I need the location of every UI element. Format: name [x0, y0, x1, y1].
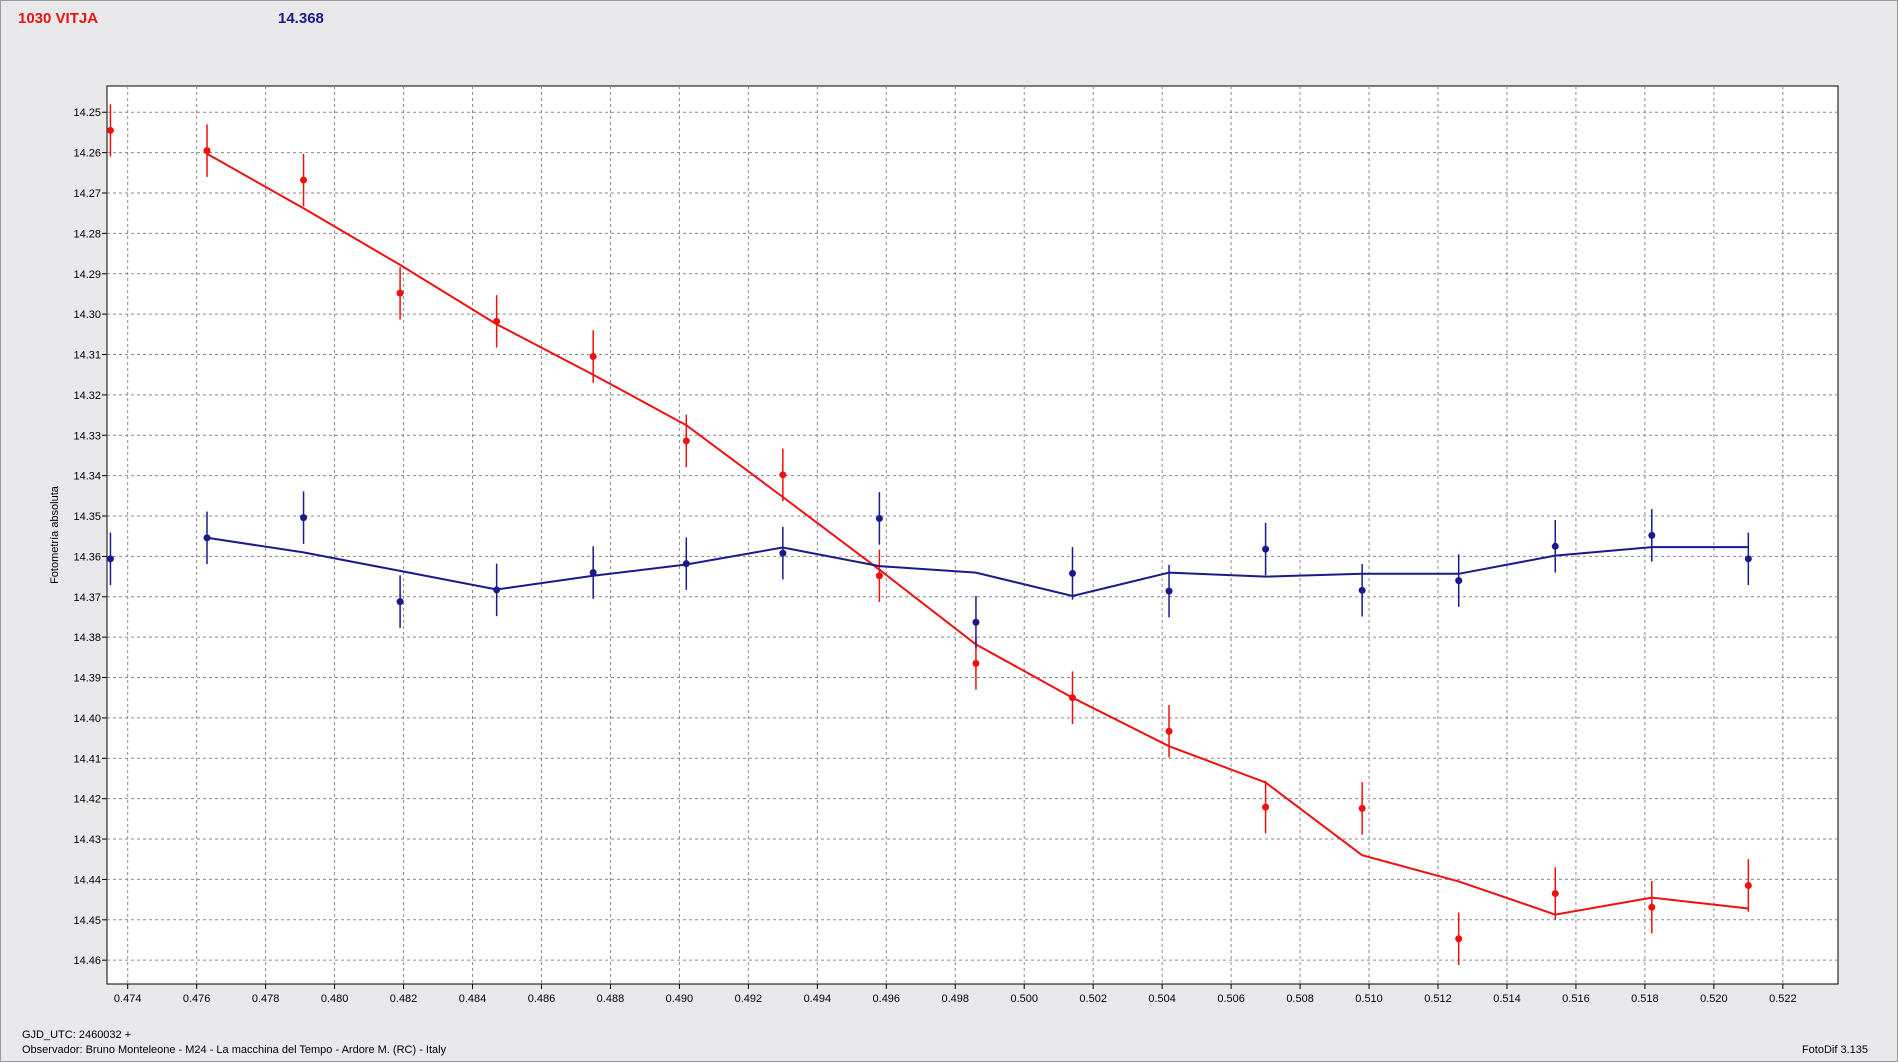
y-tick-label: 14.46	[73, 955, 101, 967]
data-point	[396, 598, 404, 606]
observer-label: Observador: Bruno Monteleone - M24 - La …	[22, 1044, 447, 1056]
y-tick-label: 14.42	[73, 794, 101, 806]
data-point	[396, 289, 404, 297]
x-tick-label: 0.502	[1079, 993, 1107, 1005]
magnitude-value-title: 14.368	[278, 10, 324, 27]
y-tick-label: 14.29	[73, 269, 101, 281]
data-point	[1551, 890, 1559, 898]
data-point	[1455, 935, 1463, 943]
data-point	[1358, 586, 1366, 594]
y-tick-label: 14.41	[73, 753, 101, 765]
y-tick-label: 14.28	[73, 228, 101, 240]
y-tick-label: 14.30	[73, 309, 101, 321]
data-point	[1648, 903, 1656, 911]
data-point	[300, 176, 308, 184]
x-tick-label: 0.522	[1769, 993, 1797, 1005]
y-tick-label: 14.34	[73, 471, 101, 483]
data-point	[300, 514, 308, 522]
x-tick-label: 0.500	[1010, 993, 1038, 1005]
data-point	[106, 126, 114, 134]
data-point	[493, 586, 501, 594]
y-tick-label: 14.45	[73, 915, 101, 927]
series-2	[106, 491, 1752, 649]
y-tick-label: 14.38	[73, 632, 101, 644]
data-point	[1551, 542, 1559, 550]
x-tick-label: 0.498	[941, 993, 969, 1005]
data-point	[589, 353, 597, 361]
x-tick-label: 0.506	[1217, 993, 1245, 1005]
x-tick-label: 0.494	[804, 993, 832, 1005]
data-point	[589, 569, 597, 577]
software-version-label: FotoDif 3.135	[1801, 1044, 1868, 1056]
data-point	[1744, 881, 1752, 889]
x-tick-label: 0.512	[1424, 993, 1452, 1005]
data-point	[1358, 804, 1366, 812]
x-tick-label: 0.486	[528, 993, 556, 1005]
data-point	[1068, 694, 1076, 702]
data-point	[1165, 587, 1173, 595]
data-point	[682, 560, 690, 568]
data-point	[1068, 569, 1076, 577]
x-tick-label: 0.480	[321, 993, 349, 1005]
data-point	[493, 317, 501, 325]
x-tick-label: 0.496	[873, 993, 901, 1005]
y-tick-label: 14.36	[73, 551, 101, 563]
y-tick-label: 14.25	[73, 107, 101, 119]
x-tick-label: 0.478	[252, 993, 280, 1005]
data-point	[1455, 577, 1463, 585]
x-tick-label: 0.510	[1355, 993, 1383, 1005]
data-point	[106, 555, 114, 563]
data-point	[203, 534, 211, 542]
y-tick-label: 14.43	[73, 834, 101, 846]
plot-area	[106, 85, 1839, 985]
y-tick-label: 14.44	[73, 874, 101, 886]
y-tick-label: 14.32	[73, 390, 101, 402]
data-point	[1262, 803, 1270, 811]
y-axis-label: Fotometría absoluta	[49, 485, 61, 584]
data-point	[972, 659, 980, 667]
data-point	[682, 437, 690, 445]
series-2-fit-line	[206, 536, 1749, 598]
y-tick-label: 14.33	[73, 430, 101, 442]
y-tick-label: 14.27	[73, 188, 101, 200]
data-point	[1262, 545, 1270, 553]
y-tick-label: 14.40	[73, 713, 101, 725]
x-tick-label: 0.504	[1148, 993, 1176, 1005]
grid-lines	[107, 86, 1838, 984]
x-tick-label: 0.518	[1631, 993, 1659, 1005]
x-tick-label: 0.492	[735, 993, 763, 1005]
x-tick-label: 0.484	[459, 993, 487, 1005]
data-point	[1744, 555, 1752, 563]
data-point	[1165, 727, 1173, 735]
data-point	[875, 572, 883, 580]
x-tick-label: 0.474	[114, 993, 142, 1005]
x-tick-label: 0.514	[1493, 993, 1521, 1005]
y-tick-label: 14.26	[73, 148, 101, 160]
data-point	[875, 514, 883, 522]
object-name-title: 1030 VITJA	[18, 10, 99, 27]
gjd-reference-label: GJD_UTC: 2460032 +	[22, 1029, 132, 1041]
x-tick-label: 0.508	[1286, 993, 1314, 1005]
y-tick-label: 14.37	[73, 592, 101, 604]
x-tick-label: 0.516	[1562, 993, 1590, 1005]
x-axis: 0.474 0.476 0.478 0.480 0.482 0.484 0.486 0.488…	[114, 984, 1797, 1005]
x-tick-label: 0.488	[597, 993, 625, 1005]
y-tick-label: 14.39	[73, 673, 101, 685]
data-point	[972, 618, 980, 626]
y-axis: 14.25 14.26 14.27 14.28 14.29 14.30 14.31 14.32…	[73, 107, 107, 967]
data-series	[106, 104, 1752, 966]
data-point	[779, 549, 787, 557]
y-tick-label: 14.31	[73, 350, 101, 362]
x-tick-label: 0.482	[390, 993, 418, 1005]
data-point	[779, 471, 787, 479]
y-tick-label: 14.35	[73, 511, 101, 523]
x-tick-label: 0.520	[1700, 993, 1728, 1005]
x-tick-label: 0.476	[183, 993, 211, 1005]
x-tick-label: 0.490	[666, 993, 694, 1005]
data-point	[203, 147, 211, 155]
data-point	[1648, 531, 1656, 539]
